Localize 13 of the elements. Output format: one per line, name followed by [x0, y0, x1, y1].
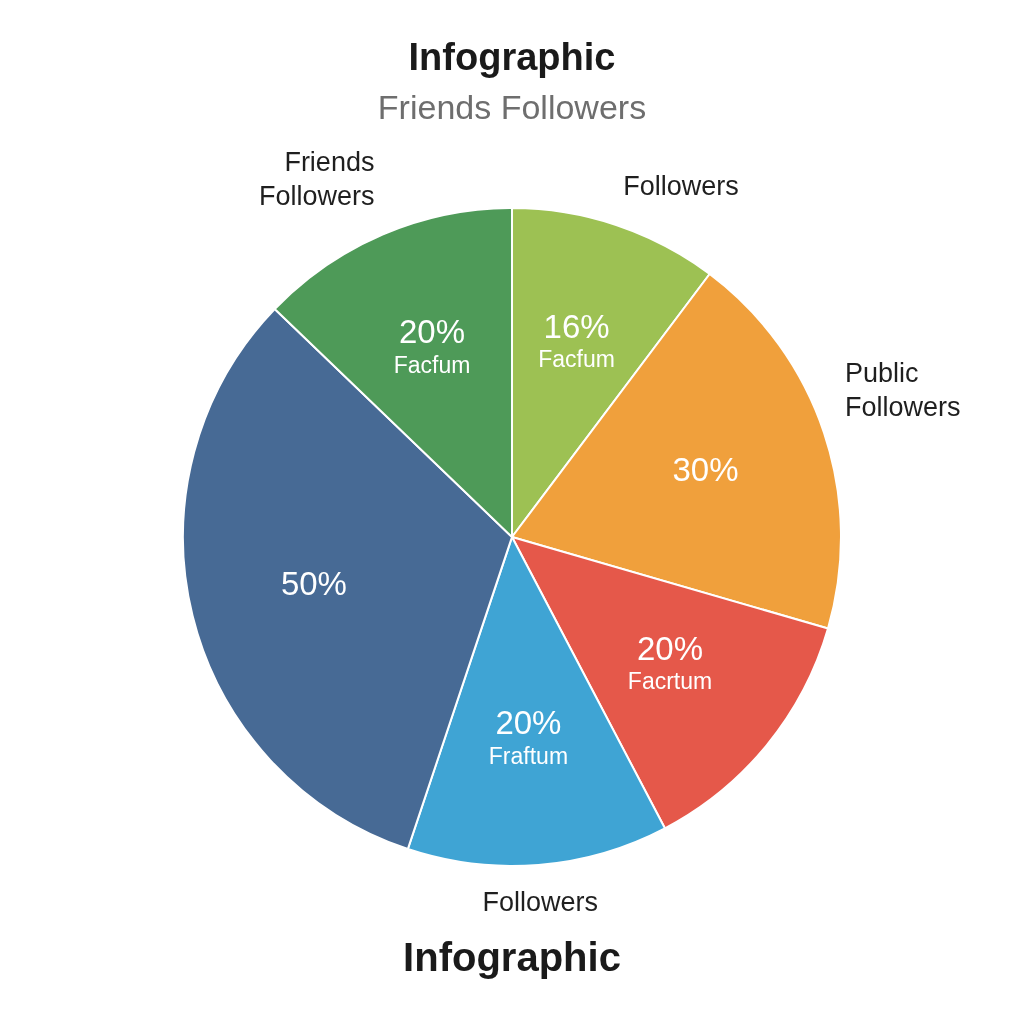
text: Infographic: [403, 935, 621, 980]
slice-label: Public Followers: [844, 358, 961, 423]
chart-subtitle: Friends Followers: [377, 88, 647, 127]
slice-label: Friends Followers: [258, 146, 375, 211]
data-label: 50%: [280, 564, 347, 602]
data-label: 20% Fraftum: [488, 704, 569, 769]
data-label: 20% Facfum: [393, 313, 471, 378]
data-label: 16% Facfum: [538, 307, 615, 372]
chart-title: Infographic: [408, 36, 616, 79]
data-label: 30%: [672, 451, 739, 489]
slice-label: Followers: [482, 887, 599, 918]
data-label: 20% Facrtum: [627, 630, 713, 695]
slice-label: Followers: [623, 170, 739, 201]
